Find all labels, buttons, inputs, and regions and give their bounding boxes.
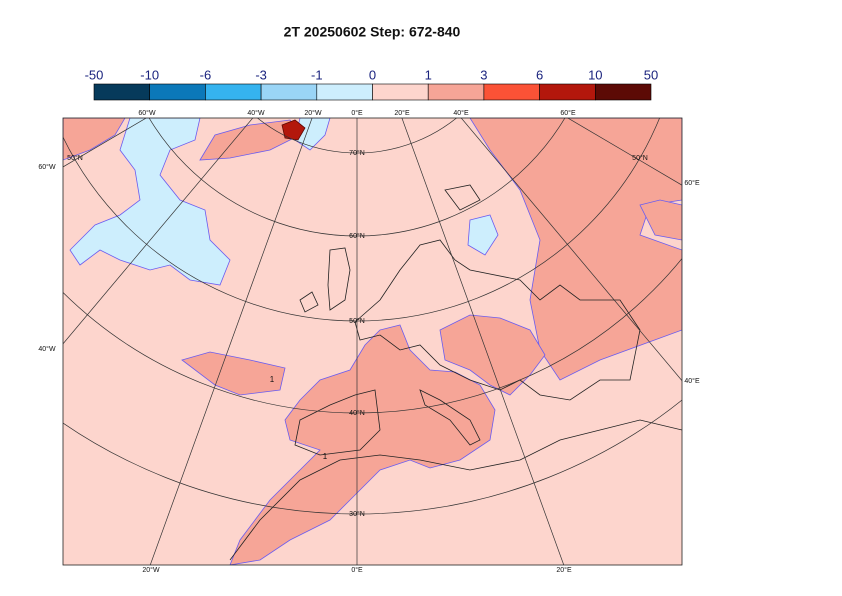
map-frame (62, 117, 683, 566)
latitude-label: 40°N (349, 409, 365, 417)
colorbar-label: -50 (85, 67, 104, 82)
contour-label: 1 (323, 452, 328, 461)
longitude-label: 60°W (138, 109, 156, 117)
colorbar-label: -10 (140, 67, 159, 82)
colorbar-segment (205, 83, 262, 101)
colorbar-label: 50 (644, 67, 658, 82)
colorbar: -50 -10 -6 -3 -1 0 1 3 6 10 50 (85, 67, 658, 101)
latitude-label: 60°N (349, 232, 365, 240)
colorbar-segment (427, 83, 485, 101)
longitude-label: 40°W (38, 345, 56, 353)
colorbar-segment (372, 83, 429, 101)
longitude-label: 20°W (142, 566, 160, 574)
colorbar-segment (594, 83, 652, 101)
map-title: 2T 20250602 Step: 672-840 (284, 24, 461, 40)
contour-label: 1 (270, 375, 275, 384)
longitude-label: 0°E (351, 109, 363, 117)
coastlines (229, 184, 682, 561)
longitude-label: 0°E (351, 566, 363, 574)
longitude-label: 60°E (684, 179, 700, 187)
latitude-label: 70°N (349, 149, 365, 157)
longitude-label: 60°W (38, 163, 56, 171)
latitude-label: 50°N (632, 154, 648, 162)
longitude-label: 60°E (560, 109, 576, 117)
longitude-label: 20°W (304, 109, 322, 117)
colorbar-label: 3 (480, 67, 487, 82)
colorbar-segment (539, 83, 596, 101)
colorbar-label: -3 (255, 67, 267, 82)
colorbar-label: 0 (369, 67, 376, 82)
colorbar-label: 10 (588, 67, 602, 82)
longitude-label: 40°W (247, 109, 265, 117)
colorbar-label: -6 (200, 67, 212, 82)
map-labels: 60°W 40°W 20°W 0°E 20°E 40°E 60°E 60°W 40°W 60°E 4… (38, 109, 700, 574)
colorbar-segment (260, 83, 318, 101)
colorbar-segment (316, 83, 373, 101)
longitude-label: 20°E (556, 566, 572, 574)
colorbar-label: -1 (311, 67, 323, 82)
colorbar-label: 6 (536, 67, 543, 82)
longitude-label: 40°E (453, 109, 469, 117)
longitude-label: 40°E (684, 377, 700, 385)
latitude-label: 50°N (349, 317, 365, 325)
colorbar-label: 1 (425, 67, 432, 82)
longitude-label: 20°E (394, 109, 410, 117)
latitude-label: 50°N (67, 154, 83, 162)
latitude-label: 30°N (349, 510, 365, 518)
colorbar-segment (149, 83, 206, 101)
colorbar-segment (483, 83, 540, 101)
colorbar-segment (93, 83, 151, 101)
